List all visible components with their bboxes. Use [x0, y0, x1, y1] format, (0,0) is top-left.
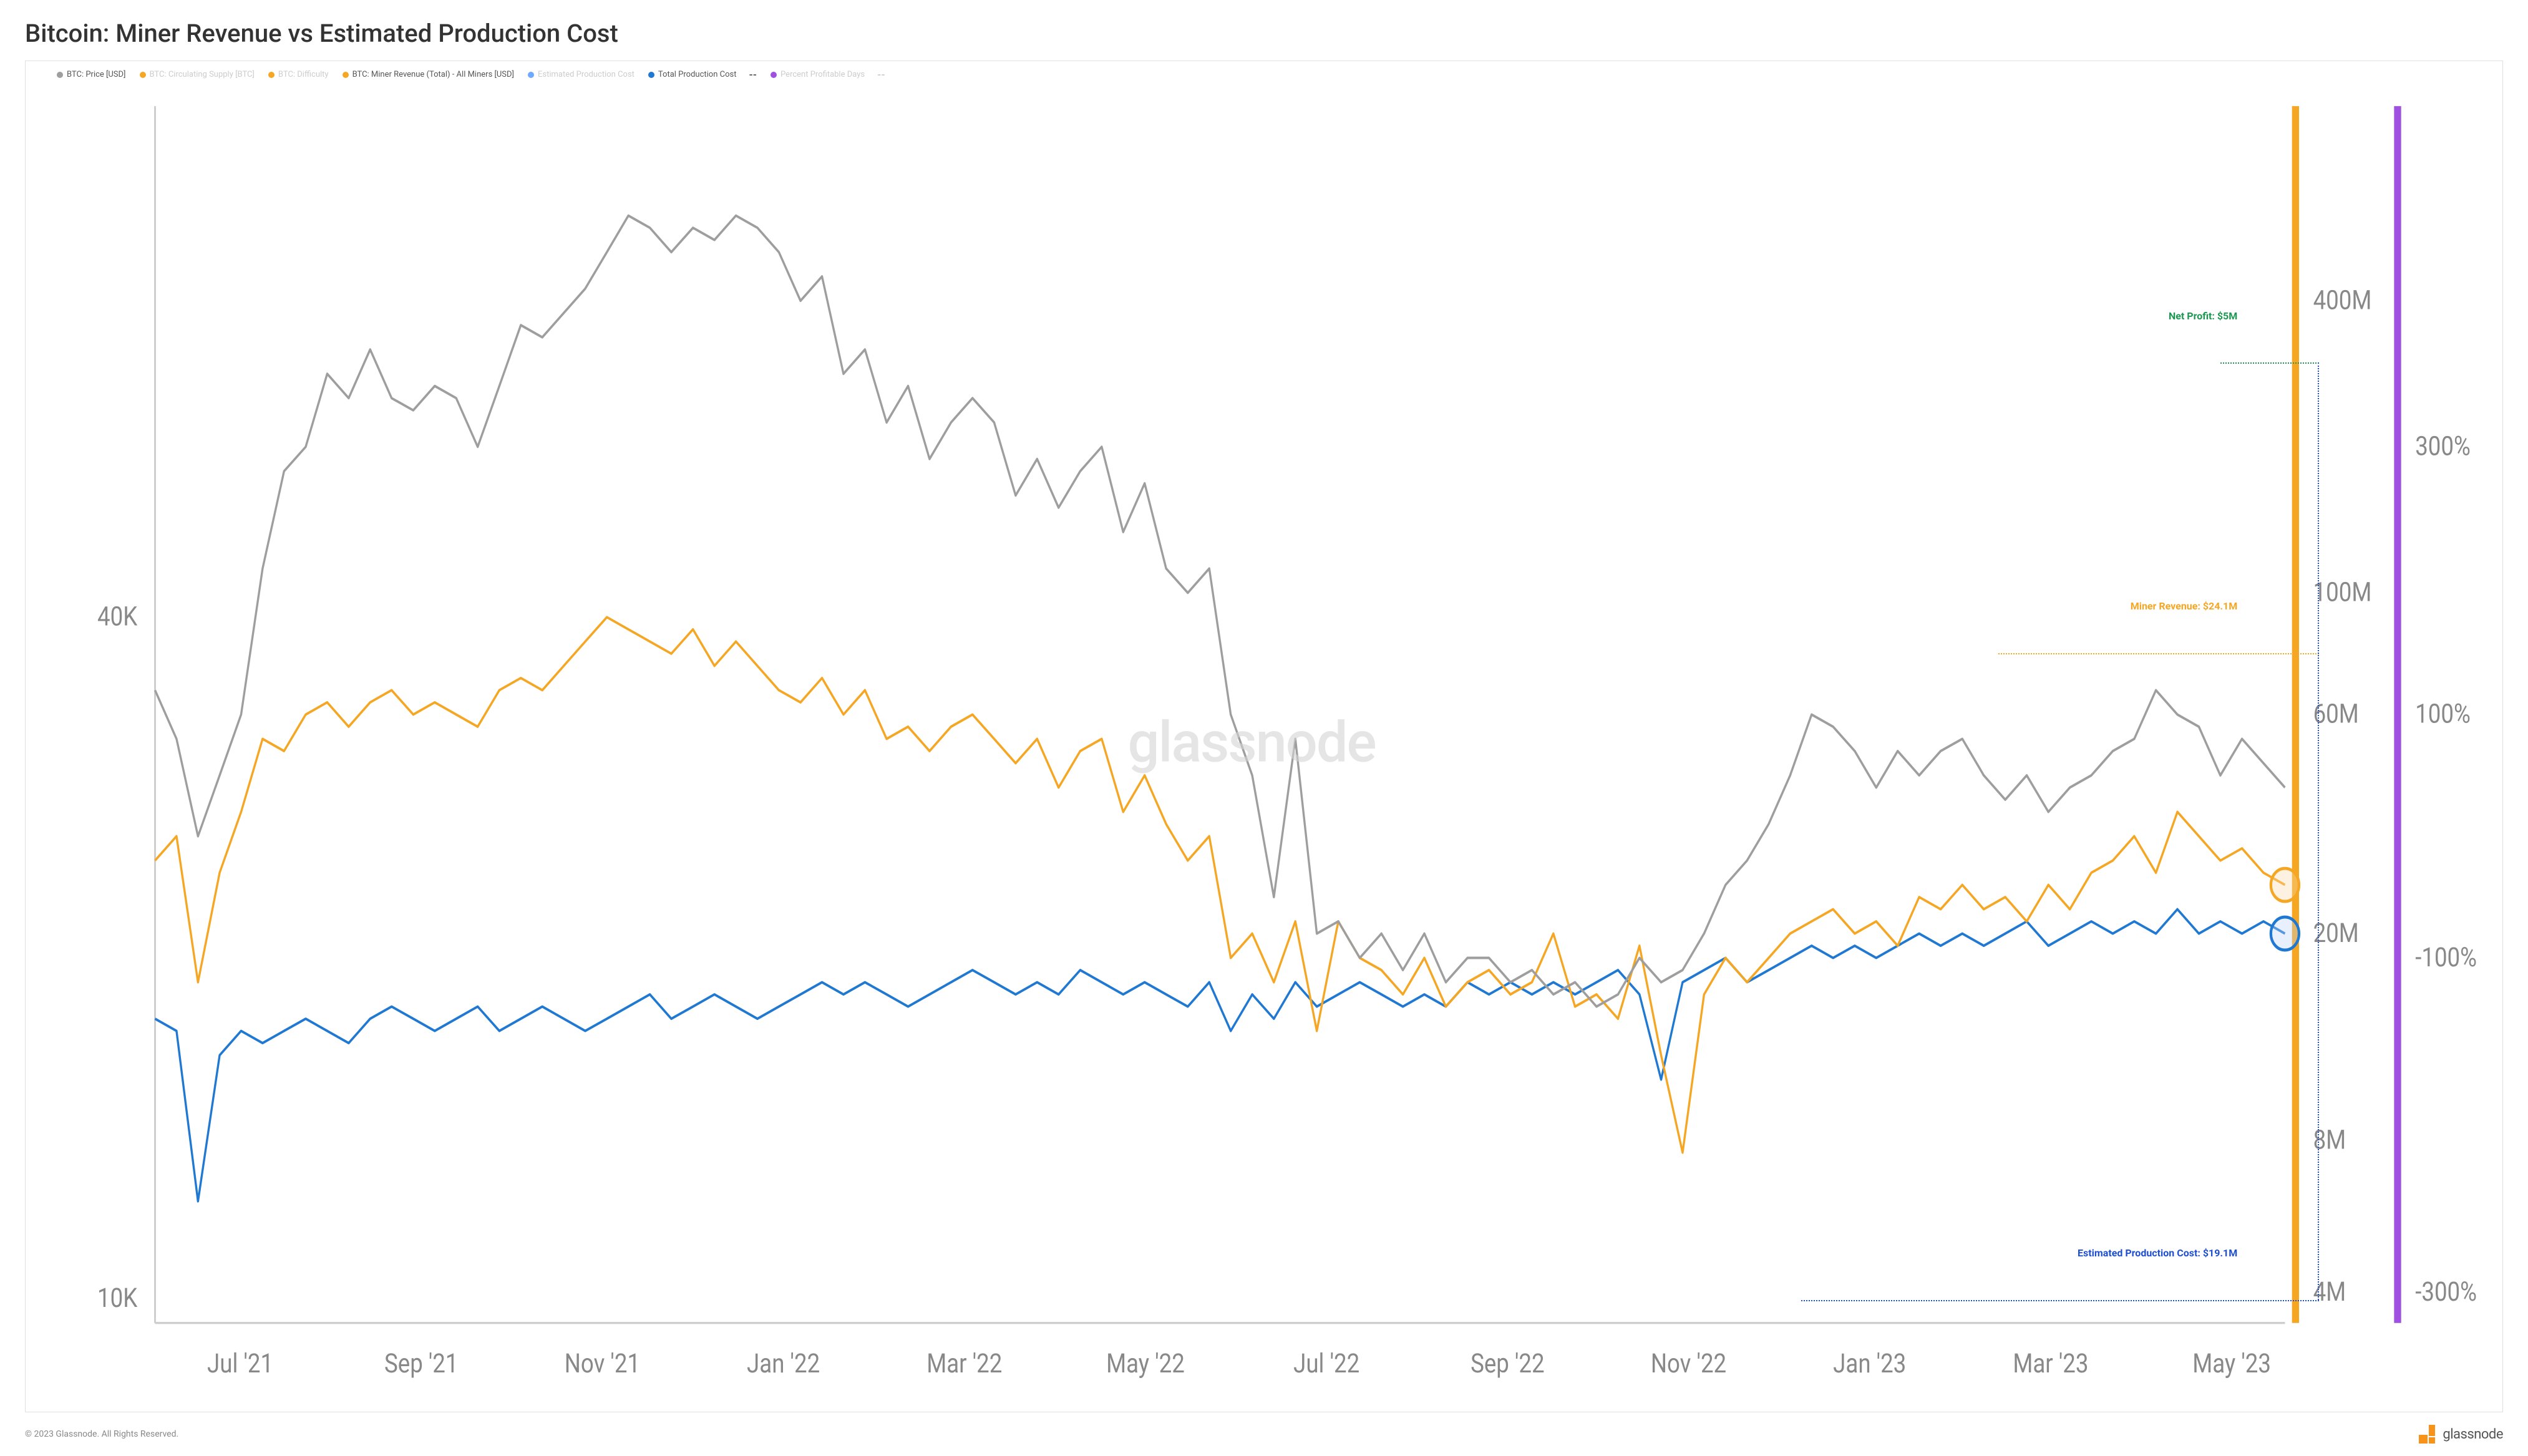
legend-dot: [528, 72, 534, 78]
legend-item[interactable]: BTC: Price [USD]: [57, 70, 126, 79]
svg-text:300%: 300%: [2415, 430, 2471, 462]
svg-text:60M: 60M: [2313, 698, 2359, 730]
legend-dot: [648, 72, 654, 78]
svg-text:May '23: May '23: [2192, 1347, 2271, 1379]
svg-text:Jul '21: Jul '21: [207, 1347, 273, 1379]
legend-item[interactable]: BTC: Circulating Supply [BTC]: [140, 70, 255, 79]
copyright-text: © 2023 Glassnode. All Rights Reserved.: [25, 1429, 178, 1439]
chart-frame: BTC: Price [USD] BTC: Circulating Supply …: [25, 61, 2503, 1412]
legend-dot: [57, 72, 63, 78]
svg-text:Mar '23: Mar '23: [2013, 1347, 2088, 1379]
svg-text:Jan '22: Jan '22: [747, 1347, 820, 1379]
legend-dot: [268, 72, 275, 78]
legend-label: Total Production Cost: [658, 70, 737, 79]
svg-text:40K: 40K: [97, 601, 138, 633]
chart-legend: BTC: Price [USD] BTC: Circulating Supply …: [26, 61, 2502, 85]
chart-svg: 10K 40K 4M 8M 20M 60M 100M 400M -300% -100% 100% 30…: [32, 85, 2496, 1405]
legend-label: BTC: Difficulty: [278, 70, 329, 79]
legend-label: BTC: Circulating Supply [BTC]: [150, 70, 255, 79]
svg-text:100M: 100M: [2313, 576, 2372, 608]
svg-text:100%: 100%: [2415, 698, 2471, 730]
svg-text:10K: 10K: [97, 1282, 138, 1314]
footer: © 2023 Glassnode. All Rights Reserved. g…: [25, 1412, 2503, 1444]
svg-text:Jan '23: Jan '23: [1833, 1347, 1906, 1379]
brand-icon: [2419, 1425, 2438, 1444]
legend-label: Percent Profitable Days: [780, 70, 865, 79]
svg-text:Sep '22: Sep '22: [1471, 1347, 1545, 1379]
legend-dash: --: [749, 69, 757, 80]
svg-text:20M: 20M: [2313, 917, 2359, 949]
legend-item[interactable]: Percent Profitable Days: [771, 70, 865, 79]
legend-item[interactable]: Total Production Cost: [648, 70, 737, 79]
svg-text:-100%: -100%: [2415, 941, 2477, 973]
legend-item[interactable]: Estimated Production Cost: [528, 70, 634, 79]
svg-text:Sep '21: Sep '21: [384, 1347, 459, 1379]
chart-title: Bitcoin: Miner Revenue vs Estimated Prod…: [25, 19, 2503, 48]
svg-text:May '22: May '22: [1106, 1347, 1185, 1379]
svg-text:4M: 4M: [2313, 1276, 2346, 1308]
legend-dot: [140, 72, 146, 78]
plot-area[interactable]: glassnode 10K40K4M8M20M60M100M400M-300%-…: [32, 85, 2496, 1405]
brand-logo: glassnode: [2419, 1425, 2503, 1444]
svg-text:400M: 400M: [2313, 284, 2372, 316]
legend-label: Estimated Production Cost: [538, 70, 634, 79]
svg-text:8M: 8M: [2313, 1124, 2346, 1156]
legend-label: BTC: Price [USD]: [67, 70, 126, 79]
svg-text:Nov '22: Nov '22: [1651, 1347, 1726, 1379]
legend-dash: --: [877, 69, 885, 80]
legend-label: BTC: Miner Revenue (Total) - All Miners …: [352, 70, 514, 79]
legend-item[interactable]: BTC: Miner Revenue (Total) - All Miners …: [343, 70, 514, 79]
legend-item[interactable]: BTC: Difficulty: [268, 70, 329, 79]
svg-text:-300%: -300%: [2415, 1276, 2477, 1308]
svg-text:Nov '21: Nov '21: [565, 1347, 640, 1379]
svg-text:Mar '22: Mar '22: [926, 1347, 1002, 1379]
legend-dot: [771, 72, 777, 78]
svg-text:Jul '22: Jul '22: [1293, 1347, 1359, 1379]
page-container: Bitcoin: Miner Revenue vs Estimated Prod…: [0, 0, 2528, 1456]
legend-dot: [343, 72, 349, 78]
brand-label: glassnode: [2443, 1427, 2503, 1442]
